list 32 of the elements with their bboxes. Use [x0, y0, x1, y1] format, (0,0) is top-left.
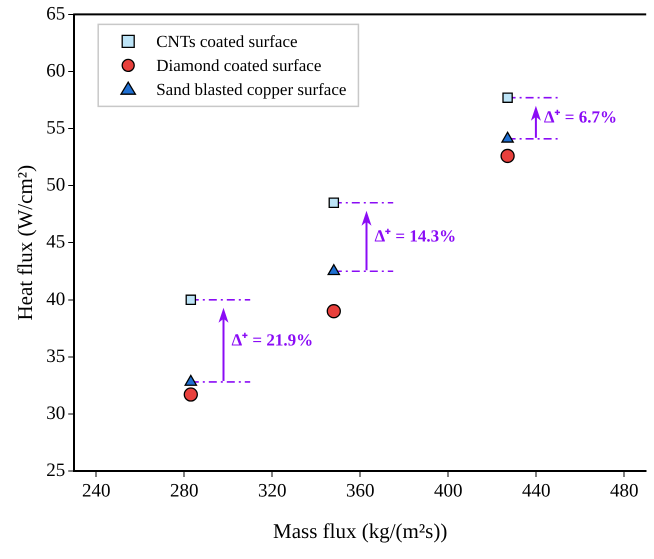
point — [186, 294, 196, 306]
x-axis-title: Mass flux (kg/(m²s)) — [273, 518, 448, 543]
y-tick-label: 45 — [46, 232, 66, 253]
x-tick-label: 440 — [522, 480, 550, 502]
point — [328, 198, 340, 208]
annotation: Δ⁺ = 14.3% — [374, 226, 456, 246]
point — [501, 132, 514, 143]
y-tick-label: 50 — [46, 174, 66, 196]
x-tick-label: 400 — [434, 480, 462, 502]
x-tick-label: 480 — [610, 480, 638, 502]
y-axis-title: Heat flux (W/cm²) — [13, 164, 38, 320]
y-tick-label: 60 — [46, 60, 66, 82]
x-tick-label: 320 — [258, 480, 286, 502]
y-tick-label: 40 — [46, 288, 66, 310]
y-tick-label: 55 — [46, 118, 66, 139]
point — [328, 264, 340, 276]
point — [500, 148, 515, 164]
y-tick-label: 65 — [46, 3, 66, 24]
legend-label: Diamond coated surface — [156, 56, 322, 75]
x-tick-label: 280 — [170, 480, 198, 502]
point — [184, 387, 198, 402]
legend-label: Sand blasted copper surface — [156, 80, 346, 99]
y-tick-label: 25 — [46, 460, 66, 481]
x-tick-label: 360 — [346, 480, 374, 502]
annotation: Δ⁺ = 6.7% — [544, 108, 618, 127]
y-tick-label: 30 — [46, 402, 66, 424]
annotation: Δ⁺ = 21.9% — [232, 330, 314, 350]
legend-label: CNTs coated surface — [156, 32, 298, 51]
point — [326, 304, 341, 318]
x-tick-label: 240 — [82, 480, 110, 502]
point — [502, 92, 513, 103]
y-tick-label: 35 — [46, 346, 66, 367]
